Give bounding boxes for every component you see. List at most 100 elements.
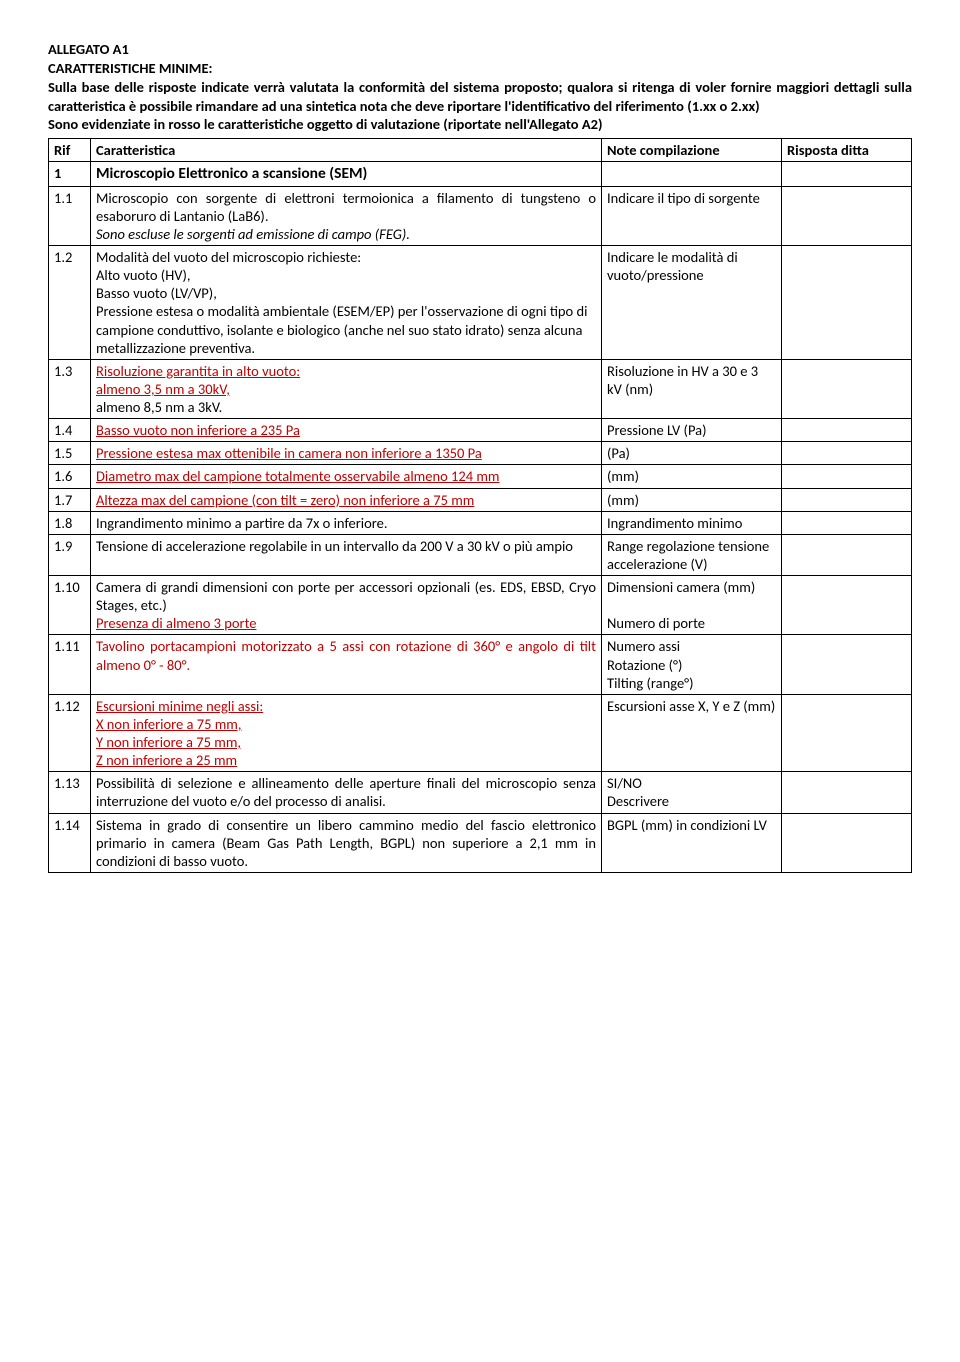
car-red: Basso vuoto non inferiore a 235 Pa	[96, 421, 300, 439]
table-row: 1.2 Modalità del vuoto del microscopio r…	[49, 246, 912, 360]
car-text: Microscopio con sorgente di elettroni te…	[96, 189, 596, 225]
table-row: 1.10 Camera di grandi dimensioni con por…	[49, 576, 912, 635]
cell-note: Ingrandimento minimo	[602, 511, 782, 534]
cell-car: Possibilità di selezione e allineamento …	[91, 772, 602, 813]
cell-rif: 1.12	[49, 694, 91, 772]
cell-rif: 1.1	[49, 186, 91, 245]
car-red: X non inferiore a 75 mm,	[96, 715, 241, 733]
cell-car: Sistema in grado di consentire un libero…	[91, 813, 602, 872]
cell-car: Ingrandimento minimo a partire da 7x o i…	[91, 511, 602, 534]
car-red: Z non inferiore a 25 mm	[96, 751, 237, 769]
cell-note: (mm)	[602, 488, 782, 511]
doc-red-note: Sono evidenziate in rosso le caratterist…	[48, 115, 912, 134]
note-text: Dimensioni camera (mm)	[607, 578, 755, 596]
cell-risp	[782, 772, 912, 813]
cell-car: Altezza max del campione (con tilt = zer…	[91, 488, 602, 511]
cell-risp	[782, 511, 912, 534]
cell-rif: 1.9	[49, 534, 91, 575]
car-italic: Sono escluse le sorgenti ad emissione di…	[96, 225, 410, 243]
cell-car: Modalità del vuoto del microscopio richi…	[91, 246, 602, 360]
car-red: almeno 3,5 nm a 30kV,	[96, 380, 230, 398]
car-red: Tavolino portacampioni motorizzato a 5 a…	[96, 637, 596, 673]
cell-rif: 1.5	[49, 442, 91, 465]
cell-risp	[782, 419, 912, 442]
cell-rif: 1.10	[49, 576, 91, 635]
table-row: 1.13 Possibilità di selezione e allineam…	[49, 772, 912, 813]
table-row: 1.3 Risoluzione garantita in alto vuoto:…	[49, 359, 912, 418]
cell-rif: 1.3	[49, 359, 91, 418]
table-row: 1 Microscopio Elettronico a scansione (S…	[49, 162, 912, 186]
car-red: Escursioni minime negli assi:	[96, 697, 263, 715]
table-row: 1.5 Pressione estesa max ottenibile in c…	[49, 442, 912, 465]
cell-note: Indicare il tipo di sorgente	[602, 186, 782, 245]
cell-rif: 1.14	[49, 813, 91, 872]
cell-risp	[782, 534, 912, 575]
car-red: Presenza di almeno 3 porte	[96, 614, 256, 632]
th-risp: Risposta ditta	[782, 139, 912, 162]
cell-note: SI/NO Descrivere	[602, 772, 782, 813]
cell-note: Pressione LV (Pa)	[602, 419, 782, 442]
car-red: Diametro max del campione totalmente oss…	[96, 467, 500, 485]
cell-rif: 1.4	[49, 419, 91, 442]
cell-rif: 1	[49, 162, 91, 186]
cell-rif: 1.13	[49, 772, 91, 813]
cell-risp	[782, 246, 912, 360]
cell-car: Diametro max del campione totalmente oss…	[91, 465, 602, 488]
cell-risp	[782, 186, 912, 245]
car-red: Pressione estesa max ottenibile in camer…	[96, 444, 482, 462]
characteristics-table: Rif Caratteristica Note compilazione Ris…	[48, 138, 912, 873]
car-text: Camera di grandi dimensioni con porte pe…	[96, 578, 596, 614]
cell-note: Numero assi Rotazione (°) Tilting (range…	[602, 635, 782, 694]
cell-risp	[782, 465, 912, 488]
table-row: 1.6 Diametro max del campione totalmente…	[49, 465, 912, 488]
cell-car: Tensione di accelerazione regolabile in …	[91, 534, 602, 575]
car-red: Risoluzione garantita in alto vuoto:	[96, 362, 300, 380]
cell-rif: 1.7	[49, 488, 91, 511]
cell-risp	[782, 694, 912, 772]
table-header-row: Rif Caratteristica Note compilazione Ris…	[49, 139, 912, 162]
cell-car: Microscopio con sorgente di elettroni te…	[91, 186, 602, 245]
table-row: 1.11 Tavolino portacampioni motorizzato …	[49, 635, 912, 694]
cell-car: Microscopio Elettronico a scansione (SEM…	[91, 162, 602, 186]
cell-risp	[782, 813, 912, 872]
cell-note: Indicare le modalità di vuoto/pressione	[602, 246, 782, 360]
table-row: 1.4 Basso vuoto non inferiore a 235 Pa P…	[49, 419, 912, 442]
cell-rif: 1.2	[49, 246, 91, 360]
doc-intro: Sulla base delle risposte indicate verrà…	[48, 78, 912, 116]
car-red: Altezza max del campione (con tilt = zer…	[96, 491, 474, 509]
cell-rif: 1.6	[49, 465, 91, 488]
cell-car: Tavolino portacampioni motorizzato a 5 a…	[91, 635, 602, 694]
cell-risp	[782, 488, 912, 511]
table-row: 1.7 Altezza max del campione (con tilt =…	[49, 488, 912, 511]
cell-risp	[782, 576, 912, 635]
section-title: Microscopio Elettronico a scansione (SEM…	[96, 164, 367, 183]
cell-car: Escursioni minime negli assi: X non infe…	[91, 694, 602, 772]
table-row: 1.8 Ingrandimento minimo a partire da 7x…	[49, 511, 912, 534]
cell-note: Escursioni asse X, Y e Z (mm)	[602, 694, 782, 772]
car-text: almeno 8,5 nm a 3kV.	[96, 398, 222, 416]
cell-note: (mm)	[602, 465, 782, 488]
cell-risp	[782, 442, 912, 465]
table-row: 1.12 Escursioni minime negli assi: X non…	[49, 694, 912, 772]
car-red: Y non inferiore a 75 mm,	[96, 733, 241, 751]
table-row: 1.1 Microscopio con sorgente di elettron…	[49, 186, 912, 245]
cell-risp	[782, 359, 912, 418]
th-rif: Rif	[49, 139, 91, 162]
cell-risp	[782, 162, 912, 186]
cell-risp	[782, 635, 912, 694]
note-text: Numero di porte	[607, 614, 705, 632]
cell-rif: 1.11	[49, 635, 91, 694]
cell-note: Dimensioni camera (mm) Numero di porte	[602, 576, 782, 635]
cell-note: Risoluzione in HV a 30 e 3 kV (nm)	[602, 359, 782, 418]
cell-rif: 1.8	[49, 511, 91, 534]
cell-note: Range regolazione tensione accelerazione…	[602, 534, 782, 575]
cell-note	[602, 162, 782, 186]
cell-note: (Pa)	[602, 442, 782, 465]
cell-car: Risoluzione garantita in alto vuoto: alm…	[91, 359, 602, 418]
cell-car: Camera di grandi dimensioni con porte pe…	[91, 576, 602, 635]
th-car: Caratteristica	[91, 139, 602, 162]
th-note: Note compilazione	[602, 139, 782, 162]
table-row: 1.14 Sistema in grado di consentire un l…	[49, 813, 912, 872]
cell-car: Pressione estesa max ottenibile in camer…	[91, 442, 602, 465]
doc-title: ALLEGATO A1	[48, 40, 912, 59]
